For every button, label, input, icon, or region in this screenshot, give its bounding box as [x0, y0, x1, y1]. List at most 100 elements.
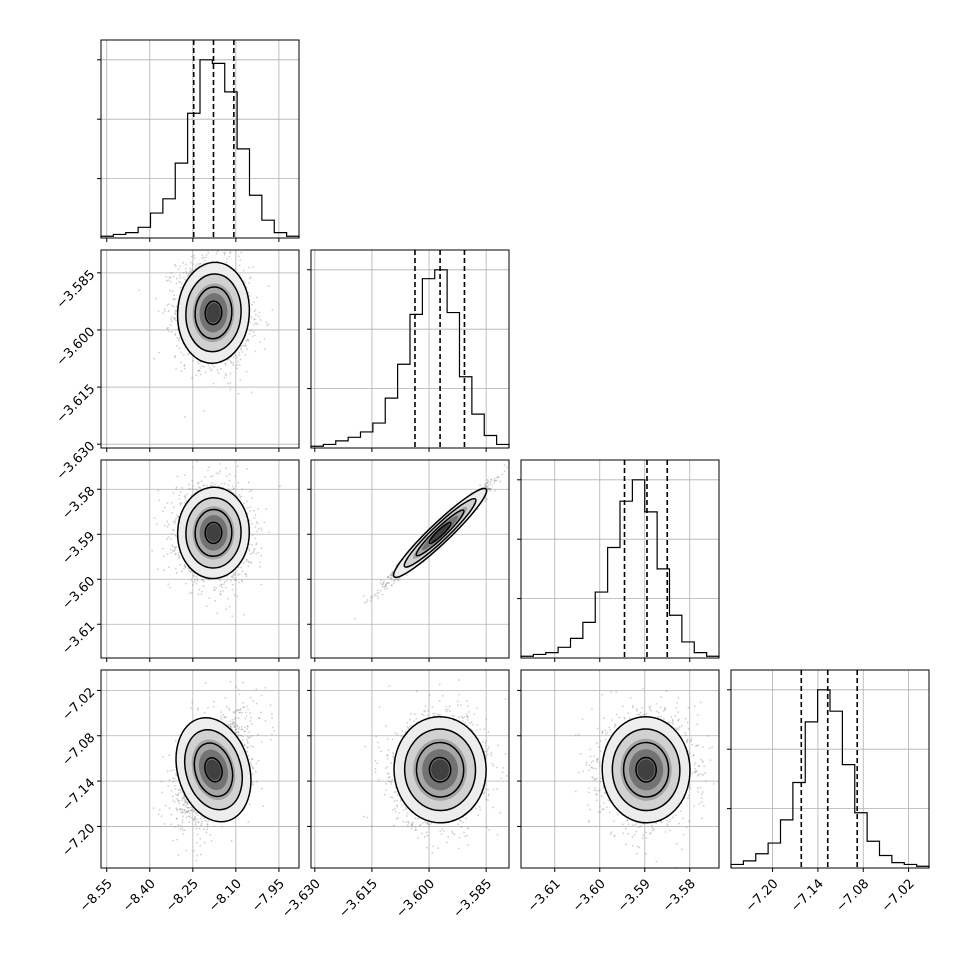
- sample-point: [394, 578, 397, 581]
- sample-point: [245, 560, 248, 562]
- sample-point: [233, 593, 236, 596]
- sample-point: [257, 507, 260, 510]
- sample-point: [251, 335, 254, 338]
- sample-point: [197, 486, 200, 489]
- sample-point: [186, 275, 189, 277]
- sample-point: [175, 305, 178, 308]
- sample-point: [183, 501, 186, 504]
- sample-point: [169, 551, 172, 554]
- sample-point: [257, 551, 260, 554]
- sample-point: [238, 493, 241, 496]
- sample-point: [236, 495, 239, 498]
- sample-point: [245, 575, 248, 578]
- sample-point: [185, 582, 187, 585]
- sample-point: [245, 558, 248, 561]
- sample-point: [175, 488, 178, 491]
- scatter-panel-2-1: [307, 459, 510, 662]
- sample-point: [185, 499, 188, 502]
- sample-point: [184, 566, 187, 569]
- sample-point: [172, 275, 175, 278]
- sample-point: [488, 488, 491, 490]
- sample-point: [207, 469, 209, 472]
- sample-point: [209, 578, 211, 581]
- histogram-step: [310, 269, 510, 448]
- sample-point: [499, 480, 502, 483]
- sample-point: [188, 274, 190, 276]
- sample-point: [211, 364, 214, 367]
- sample-point: [206, 484, 208, 487]
- sample-point: [248, 266, 250, 269]
- sample-point: [229, 372, 232, 375]
- sample-point: [254, 322, 257, 325]
- sample-point: [163, 569, 166, 572]
- y-tick-label: −3.60: [60, 574, 99, 613]
- contour-line: [176, 261, 251, 365]
- sample-point: [228, 479, 231, 482]
- sample-point: [486, 479, 489, 481]
- sample-point: [171, 544, 174, 547]
- sample-point: [229, 252, 231, 254]
- sample-point: [190, 255, 193, 258]
- sample-point: [195, 582, 198, 585]
- sample-point: [218, 585, 221, 588]
- sample-point: [169, 318, 172, 320]
- sample-point: [390, 584, 393, 587]
- sample-point: [177, 554, 180, 556]
- sample-point: [157, 489, 160, 492]
- sample-point: [213, 365, 215, 368]
- sample-point: [212, 589, 215, 592]
- sample-point: [245, 339, 248, 342]
- sample-point: [173, 298, 175, 301]
- sample-point: [389, 577, 392, 579]
- sample-point: [175, 518, 177, 520]
- sample-point: [379, 581, 382, 584]
- sample-point: [202, 484, 205, 487]
- sample-point: [244, 354, 247, 356]
- sample-point: [249, 553, 252, 555]
- sample-point: [253, 331, 255, 333]
- sample-point: [242, 613, 245, 616]
- sample-point: [248, 332, 251, 335]
- sample-point: [178, 347, 181, 350]
- sample-point: [183, 565, 186, 567]
- sample-point: [266, 324, 268, 327]
- sample-point: [167, 566, 170, 569]
- sample-point: [486, 482, 489, 485]
- sample-point: [183, 276, 185, 279]
- sample-point: [238, 581, 240, 584]
- sample-point: [182, 272, 185, 274]
- sample-point: [190, 591, 193, 594]
- sample-point: [250, 391, 253, 394]
- sample-point: [201, 578, 204, 581]
- sample-point: [224, 362, 227, 365]
- sample-point: [185, 271, 188, 273]
- sample-point: [178, 551, 180, 554]
- sample-point: [253, 334, 256, 337]
- panel-frame: [310, 249, 510, 449]
- sample-point: [225, 467, 228, 470]
- sample-point: [225, 475, 228, 477]
- sample-point: [256, 522, 259, 525]
- sample-point: [398, 579, 400, 582]
- sample-point: [248, 490, 251, 493]
- sample-point: [201, 256, 204, 259]
- sample-point: [214, 599, 216, 602]
- sample-point: [256, 530, 258, 533]
- sample-point: [138, 289, 141, 292]
- sample-point: [216, 250, 219, 253]
- sample-point: [247, 481, 250, 484]
- sample-point: [253, 547, 256, 550]
- sample-point: [253, 301, 255, 304]
- sample-point: [208, 367, 211, 369]
- sample-point: [389, 574, 392, 577]
- sample-point: [158, 499, 160, 502]
- sample-point: [191, 263, 194, 266]
- sample-point: [219, 462, 222, 465]
- sample-point: [183, 367, 186, 370]
- sample-point: [169, 289, 171, 292]
- sample-point: [191, 584, 194, 586]
- sample-point: [183, 364, 186, 367]
- sample-point: [169, 324, 172, 327]
- sample-point: [248, 543, 251, 546]
- sample-point: [183, 567, 185, 570]
